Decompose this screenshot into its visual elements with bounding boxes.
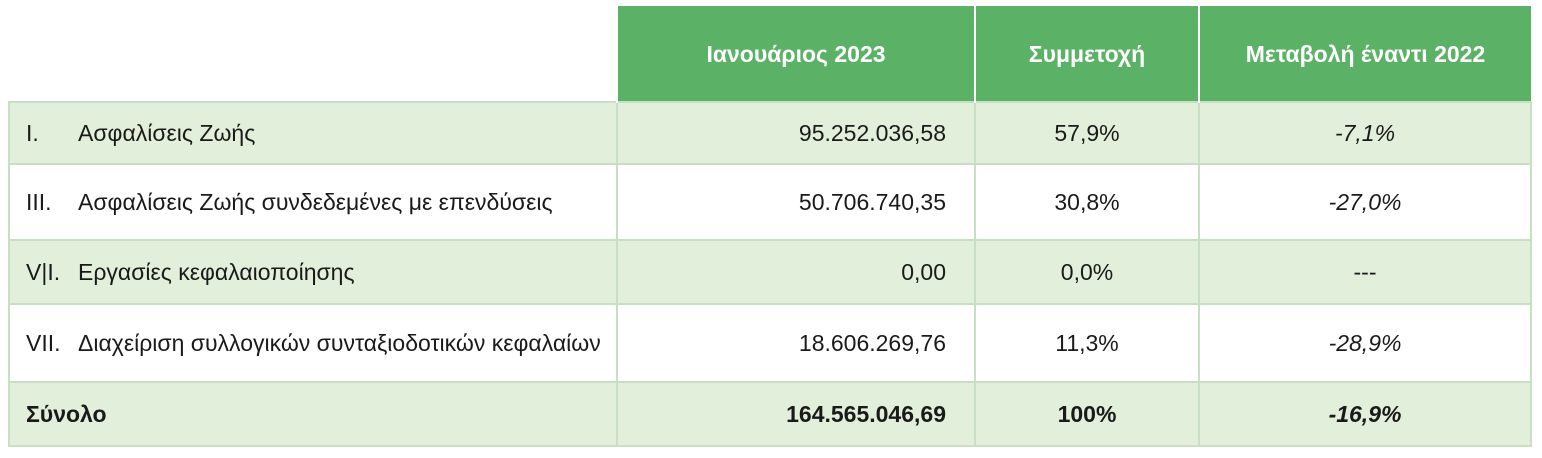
premiums-table: Ιανουάριος 2023 Συμμετοχή Μεταβολή έναντ… [8, 6, 1532, 447]
row-change: -27,0% [1199, 163, 1532, 240]
row-change: -28,9% [1199, 303, 1532, 382]
row-label-cell: I. Ασφαλίσεις Ζωής [8, 101, 618, 164]
header-share: Συμμετοχή [974, 6, 1199, 102]
row-change: --- [1199, 239, 1532, 304]
total-change: -16,9% [1199, 381, 1532, 447]
header-month: Ιανουάριος 2023 [616, 6, 975, 102]
table-body: I. Ασφαλίσεις Ζωής 95.252.036,58 57,9% -… [8, 101, 1532, 447]
header-month-label: Ιανουάριος 2023 [706, 40, 886, 67]
table-header: Ιανουάριος 2023 Συμμετοχή Μεταβολή έναντ… [9, 6, 1531, 102]
header-blank-cell [9, 6, 617, 102]
row-roman-numeral: I. [26, 120, 39, 146]
row-roman-numeral: V|I. [26, 259, 61, 285]
row-label: Διαχείριση συλλογικών συνταξιοδοτικών κε… [78, 330, 601, 356]
row-share: 30,8% [975, 163, 1200, 240]
row-label-cell: III. Ασφαλίσεις Ζωής συνδεδεμένες με επε… [8, 163, 618, 240]
header-change-label: Μεταβολή έναντι 2022 [1245, 40, 1486, 67]
total-row: Σύνολο 164.565.046,69 100% -16,9% [8, 381, 1532, 447]
row-roman-numeral: VII. [26, 330, 61, 356]
total-amount: 164.565.046,69 [617, 381, 976, 447]
row-amount: 50.706.740,35 [617, 163, 976, 240]
header-row: Ιανουάριος 2023 Συμμετοχή Μεταβολή έναντ… [9, 6, 1531, 102]
row-change: -7,1% [1199, 101, 1532, 164]
row-amount: 18.606.269,76 [617, 303, 976, 382]
row-amount: 0,00 [617, 239, 976, 304]
row-roman-numeral: III. [26, 189, 52, 215]
row-label: Ασφαλίσεις Ζωής συνδεδεμένες με επενδύσε… [78, 189, 553, 215]
row-share: 11,3% [975, 303, 1200, 382]
row-label-cell: VII. Διαχείριση συλλογικών συνταξιοδοτικ… [8, 303, 618, 382]
row-label: Εργασίες κεφαλαιοποίησης [78, 259, 355, 285]
row-share: 57,9% [975, 101, 1200, 164]
row-label: Ασφαλίσεις Ζωής [78, 120, 256, 146]
row-label-cell: V|I. Εργασίες κεφαλαιοποίησης [8, 239, 618, 304]
table-row: V|I. Εργασίες κεφαλαιοποίησης 0,00 0,0% … [8, 239, 1532, 304]
row-share: 0,0% [975, 239, 1200, 304]
row-amount: 95.252.036,58 [617, 101, 976, 164]
header-share-label: Συμμετοχή [1028, 40, 1146, 67]
premiums-table-container: Ιανουάριος 2023 Συμμετοχή Μεταβολή έναντ… [8, 6, 1532, 447]
total-label: Σύνολο [8, 381, 618, 447]
total-share: 100% [975, 381, 1200, 447]
table-row: I. Ασφαλίσεις Ζωής 95.252.036,58 57,9% -… [8, 101, 1532, 164]
table-row: VII. Διαχείριση συλλογικών συνταξιοδοτικ… [8, 303, 1532, 382]
table-row: III. Ασφαλίσεις Ζωής συνδεδεμένες με επε… [8, 163, 1532, 240]
header-change: Μεταβολή έναντι 2022 [1198, 6, 1531, 102]
